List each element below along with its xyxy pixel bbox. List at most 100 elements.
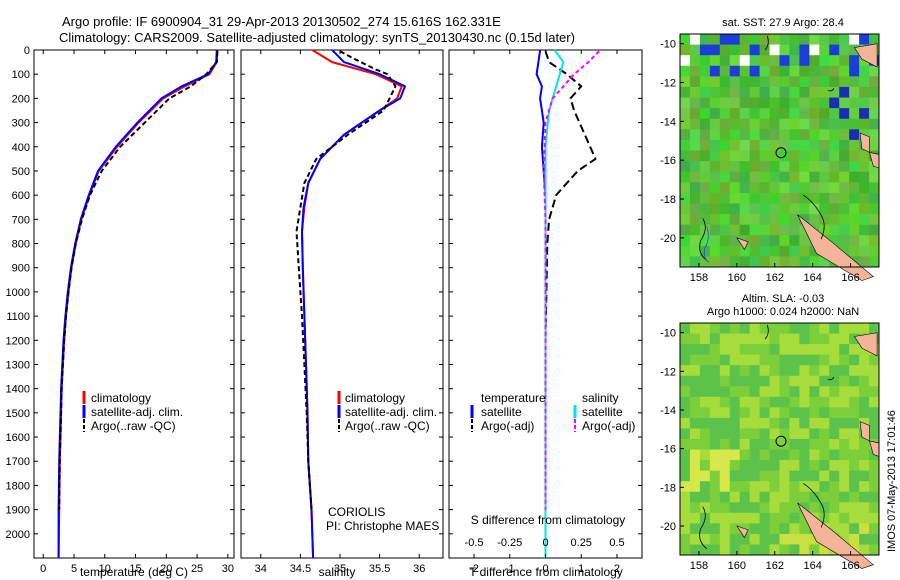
map-cell	[789, 34, 800, 46]
map-cell	[689, 407, 701, 419]
map-cell	[709, 449, 721, 461]
map-cell	[739, 375, 751, 387]
map-cell	[789, 129, 800, 141]
map-cell	[839, 235, 850, 247]
map-cell	[759, 129, 771, 141]
map-cell	[849, 439, 860, 451]
map-cell	[719, 428, 731, 440]
y-tick-label: 1300	[6, 359, 30, 371]
map-cell	[819, 365, 830, 377]
map-cell	[699, 86, 711, 99]
map-cell	[819, 150, 830, 162]
map-cell	[779, 34, 790, 46]
map-cell	[809, 470, 820, 482]
map-cell	[769, 396, 780, 408]
map-cell	[869, 470, 880, 482]
map-cell	[849, 523, 860, 535]
map-cell	[779, 375, 790, 387]
map-cell	[809, 417, 820, 429]
map-cell	[789, 76, 800, 88]
map-cell	[839, 449, 850, 461]
map-cell	[689, 417, 701, 429]
map-cell	[689, 481, 701, 493]
map-cell	[779, 407, 790, 419]
map-cell	[759, 449, 771, 461]
series-line-temperature-argo-adj-	[544, 50, 597, 510]
map-y-tick-label: -16	[660, 155, 676, 167]
map-cell	[859, 491, 870, 503]
map-cell	[689, 235, 701, 247]
map-cell	[829, 171, 840, 183]
map-cell	[699, 245, 711, 257]
map-cell	[769, 533, 780, 545]
map-cell	[839, 192, 850, 204]
sst-map-title: sat. SST: 27.9 Argo: 28.4	[722, 17, 844, 29]
sla-field	[680, 323, 880, 556]
map-cell	[709, 417, 721, 429]
map-cell	[809, 139, 820, 151]
map-cell	[719, 245, 731, 257]
map-cell	[789, 449, 800, 461]
map-cell	[759, 365, 771, 377]
map-cell	[719, 256, 731, 268]
map-cell	[680, 333, 691, 345]
map-cell	[759, 97, 771, 109]
map-cell	[819, 224, 830, 236]
map-cell	[689, 76, 701, 88]
map-cell	[699, 396, 711, 408]
map-cell	[829, 55, 840, 67]
map-cell	[789, 108, 800, 120]
map-cell	[809, 365, 820, 377]
map-cell	[839, 245, 850, 257]
map-cell	[749, 449, 761, 461]
map-cell	[680, 129, 691, 141]
x-tick-label: -1	[505, 563, 515, 575]
map-cell	[799, 333, 810, 345]
sla-map-title-2: Argo h1000: 0.024 h2000: NaN	[707, 306, 859, 318]
map-cell	[869, 97, 880, 109]
map-cell	[680, 34, 691, 46]
map-cell	[739, 407, 751, 419]
map-cell	[699, 460, 711, 472]
map-cell	[809, 502, 820, 514]
map-cell	[769, 323, 780, 335]
map-cell	[799, 449, 810, 461]
map-cell	[739, 214, 751, 226]
map-cell	[829, 365, 840, 377]
map-cell	[849, 76, 860, 88]
x-tick-label: 35	[334, 563, 346, 575]
map-cell	[749, 470, 761, 482]
map-cell	[769, 34, 780, 46]
map-cell	[680, 118, 691, 130]
map-cell	[699, 214, 711, 226]
map-cell	[849, 449, 860, 461]
legend-climatology-label: climatology	[91, 391, 151, 405]
map-cell	[749, 118, 761, 130]
map-cell	[749, 224, 761, 236]
map-cell	[829, 34, 840, 46]
map-cell	[680, 417, 691, 429]
map-cell	[680, 386, 691, 398]
map-cell	[809, 323, 820, 335]
map-cell	[779, 396, 790, 408]
map-cell	[829, 428, 840, 440]
map-cell	[829, 333, 840, 345]
map-cell	[829, 108, 840, 120]
map-x-tick-label: 166	[841, 272, 859, 284]
map-cell	[829, 491, 840, 503]
map-cell	[759, 502, 771, 514]
map-cell	[759, 224, 771, 236]
map-cell	[709, 439, 721, 451]
map-cell	[839, 375, 850, 387]
map-cell	[749, 386, 761, 398]
map-cell	[759, 76, 771, 88]
map-cell	[799, 171, 810, 183]
map-cell	[849, 65, 860, 77]
map-cell	[709, 533, 721, 545]
map-cell	[829, 97, 840, 109]
map-cell	[789, 86, 800, 99]
map-cell	[799, 192, 810, 204]
map-cell	[829, 139, 840, 151]
map-cell	[759, 161, 771, 173]
map-cell	[799, 460, 810, 472]
